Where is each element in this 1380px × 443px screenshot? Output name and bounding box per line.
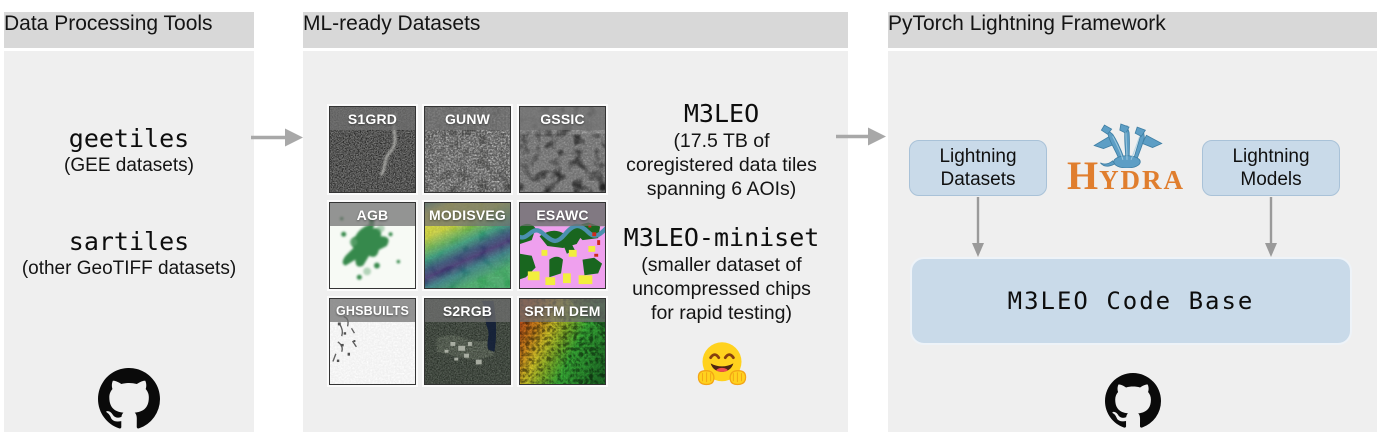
panel-pytorch-lightning-framework: PyTorch Lightning Framework Lightning Da… [888,12,1377,432]
dataset-tile-label: MODISVEG [425,203,510,226]
dataset-tile-s1grd: S1GRD [329,106,416,193]
panel-data-processing-tools: Data Processing Tools geetiles (GEE data… [4,12,254,432]
panel-title-tools: Data Processing Tools [4,12,254,48]
dataset-tile-gssic: GSSIC [519,106,606,193]
dataset-tile-grid: S1GRD GUNW GSSIC [329,106,606,385]
hydra-wordmark-rest: YDRA [1099,165,1186,195]
dataset-tile-s2rgb: S2RGB [424,298,511,385]
dataset-tile-srtm-dem: SRTM DEM [519,298,606,385]
flow-arrow-right-2 [836,127,886,146]
panel-title-framework: PyTorch Lightning Framework [888,12,1377,48]
dataset-tile-label: S2RGB [425,299,510,322]
dataset-tile-agb: AGB [329,202,416,289]
down-arrow-models [1265,197,1277,257]
lightning-models-box: Lightning Models [1202,140,1340,196]
github-icon [1104,373,1161,429]
dataset-descriptions: M3LEO (17.5 TB of coregistered data tile… [600,99,843,391]
dataset-tile-modisveg: MODISVEG [424,202,511,289]
flow-arrow-right-1 [251,128,303,147]
tool-geetiles-caption: (GEE datasets) [64,155,194,176]
dataset-tile-gunw: GUNW [424,106,511,193]
down-arrow-datasets [972,197,984,257]
lightning-datasets-box: Lightning Datasets [909,140,1047,196]
tool-geetiles-name: geetiles [68,124,190,153]
hydra-wordmark-initial: H [1066,153,1100,198]
panel-body-tools: geetiles (GEE datasets) sartiles (other … [4,51,254,432]
hydra-logo: HYDRA [1058,123,1194,213]
hydra-wordmark: HYDRA [1058,152,1194,199]
dataset-tile-label: GUNW [425,107,510,130]
github-icon [98,368,160,430]
m3leo-caption: (17.5 TB of coregistered data tiles span… [626,130,817,200]
dataset-tile-label: SRTM DEM [520,299,605,322]
tool-geetiles: geetiles (GEE datasets) [4,124,254,178]
panel-title-datasets: ML-ready Datasets [303,12,848,48]
m3leo-miniset-name: M3LEO-miniset [623,223,820,252]
m3leo-name: M3LEO [683,99,760,128]
m3leo-code-base-box: M3LEO Code Base [910,257,1352,345]
panel-body-framework: Lightning Datasets [888,51,1377,432]
dataset-tile-label: AGB [330,203,415,226]
hydra-dragon-icon [1093,123,1163,168]
dataset-tile-label: GHSBUILTS [330,299,415,322]
dataset-tile-label: ESAWC [520,203,605,226]
tool-sartiles: sartiles (other GeoTIFF datasets) [4,227,254,281]
dataset-tile-label: S1GRD [330,107,415,130]
panel-body-datasets: S1GRD GUNW GSSIC [303,51,848,432]
tool-sartiles-caption: (other GeoTIFF datasets) [21,258,237,279]
dataset-tile-esawc: ESAWC [519,202,606,289]
dataset-tile-ghsbuilts: GHSBUILTS [329,298,416,385]
dataset-tile-label: GSSIC [520,107,605,130]
huggingface-icon [600,339,843,391]
panel-ml-ready-datasets: ML-ready Datasets S1GRD GUNW [303,12,848,432]
tool-sartiles-name: sartiles [68,227,190,256]
m3leo-miniset-caption: (smaller dataset of uncompressed chips f… [632,254,811,324]
